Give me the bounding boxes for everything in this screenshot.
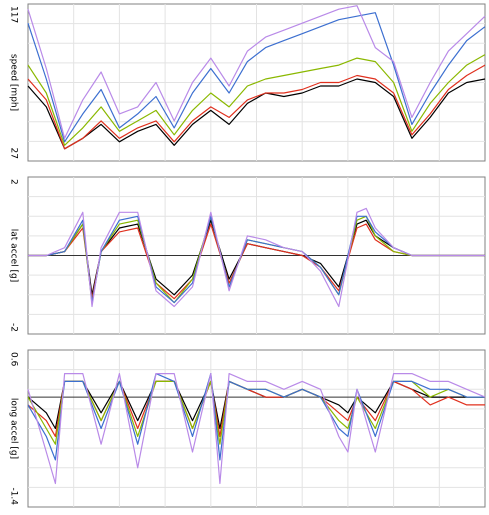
series-line-5 — [28, 207, 485, 308]
y-axis-label: long accel [g] — [9, 398, 19, 459]
y-tick-label-bottom: -2 — [9, 323, 19, 332]
y-tick-label-bottom: 27 — [9, 148, 19, 159]
chart-panel-2: 2 -2 lat accel [g] — [9, 176, 486, 335]
series-line-5 — [27, 373, 486, 485]
y-tick-label-top: 2 — [9, 179, 19, 185]
y-axis-label: lat accel [g] — [9, 229, 19, 282]
series-line-2 — [27, 64, 486, 150]
series-line-4 — [27, 373, 485, 461]
series-line-1 — [27, 78, 486, 150]
y-tick-label-bottom: -1.4 — [9, 487, 19, 505]
series-line-3 — [27, 54, 486, 146]
series-line-5 — [27, 5, 486, 139]
y-tick-label-top: 117 — [9, 6, 19, 23]
series-line-4 — [27, 12, 486, 143]
y-axis-label: speed [mph] — [9, 54, 19, 111]
chart-panel-3: 0.6 -1.4 long accel [g] — [9, 349, 486, 508]
y-tick-label-top: 0.6 — [9, 352, 19, 367]
chart-panel-1: 117 27 speed [mph] — [9, 3, 486, 162]
